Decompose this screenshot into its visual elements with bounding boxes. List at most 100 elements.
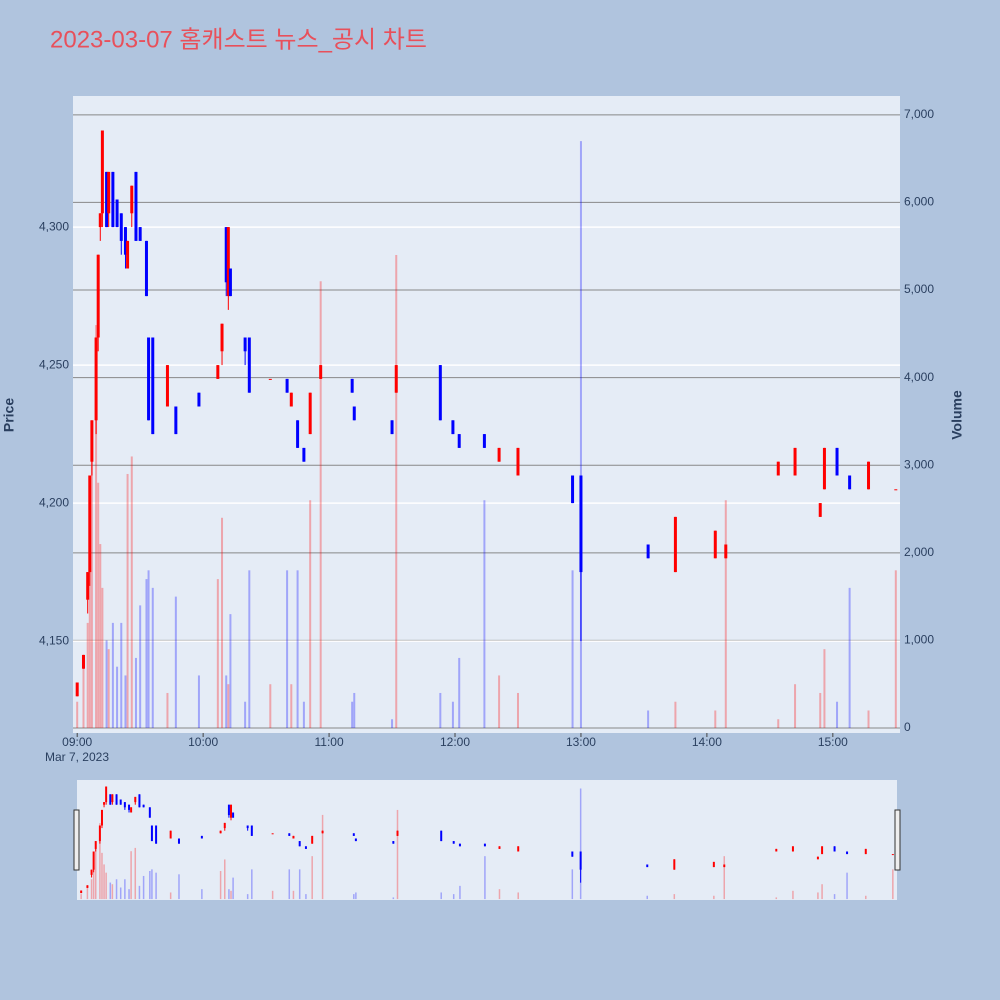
candle-body xyxy=(285,378,289,393)
candle-body xyxy=(103,802,106,805)
volume-bar xyxy=(227,684,230,729)
candle-body xyxy=(144,240,148,297)
candle-body xyxy=(516,447,520,476)
volume-bar xyxy=(76,701,79,729)
candle-body xyxy=(90,869,93,875)
candle-body xyxy=(458,843,461,847)
slider-handle[interactable] xyxy=(73,809,80,871)
candle-body xyxy=(319,365,323,379)
volume-bar xyxy=(99,823,101,900)
volume-bar xyxy=(290,684,293,729)
x-tick-label: 10:00 xyxy=(188,735,218,749)
volume-bar xyxy=(452,894,455,900)
y2-tick-label: 6,000 xyxy=(904,195,934,209)
volume-bar xyxy=(109,882,112,900)
candle-body xyxy=(200,835,203,839)
candle-body xyxy=(223,822,226,829)
volume-bar xyxy=(353,894,355,900)
candle-body xyxy=(673,859,676,870)
volume-bar xyxy=(353,692,356,729)
candle-body xyxy=(350,378,354,393)
volume-bar xyxy=(147,570,150,729)
volume-bar xyxy=(111,622,114,729)
candle-body xyxy=(835,447,839,476)
candle-body xyxy=(392,841,395,844)
candle-body xyxy=(292,835,295,839)
candle-body xyxy=(311,835,314,844)
volume-bar xyxy=(225,675,228,729)
volume-bar xyxy=(107,649,110,729)
volume-bar xyxy=(103,864,105,900)
candle-body xyxy=(724,544,728,559)
candle-body xyxy=(228,268,232,297)
candle-body xyxy=(452,841,455,844)
volume-bar xyxy=(794,684,797,729)
volume-bar xyxy=(392,897,395,900)
x-tick-label: 13:00 xyxy=(566,735,596,749)
volume-bar xyxy=(115,879,118,900)
candle-body xyxy=(75,682,79,697)
volume-bar xyxy=(142,875,145,900)
y2-tick-label: 0 xyxy=(904,720,911,734)
y2-tick-label: 7,000 xyxy=(904,107,934,121)
candle-body xyxy=(197,392,201,407)
volume-bar xyxy=(516,692,519,729)
volume-bar xyxy=(90,421,93,729)
volume-bar xyxy=(134,657,137,729)
candle-body xyxy=(816,856,819,860)
candle-body xyxy=(483,843,486,847)
candle-body xyxy=(119,213,123,241)
volume-bar xyxy=(130,456,133,729)
volume-bar xyxy=(846,872,848,900)
volume-bar xyxy=(833,894,836,900)
candle-body xyxy=(86,885,89,888)
candle-body xyxy=(438,365,442,421)
y2-tick-label: 5,000 xyxy=(904,282,934,296)
volume-bar xyxy=(892,869,894,900)
candle-body xyxy=(775,848,778,852)
range-slider[interactable] xyxy=(77,780,897,900)
volume-bar xyxy=(92,857,95,900)
volume-bar xyxy=(792,890,794,900)
volume-bar xyxy=(269,684,272,729)
volume-bar xyxy=(319,281,322,729)
candle-body xyxy=(134,171,138,241)
volume-bar xyxy=(166,692,169,729)
candle-body xyxy=(227,804,230,816)
volume-bar xyxy=(130,851,132,900)
volume-bar xyxy=(724,500,727,729)
candle-body xyxy=(123,227,127,255)
volume-bar xyxy=(673,894,676,900)
candle-body xyxy=(451,420,455,435)
volume-bar xyxy=(94,841,97,900)
x-date-label: Mar 7, 2023 xyxy=(45,750,109,764)
volume-bar xyxy=(232,877,234,900)
volume-bar xyxy=(714,710,717,729)
candle-body xyxy=(457,434,461,448)
volume-bar xyxy=(221,517,224,729)
volume-bar xyxy=(134,847,137,900)
volume-bar xyxy=(139,605,142,729)
volume-bar xyxy=(82,657,85,729)
candle-body xyxy=(100,130,104,214)
y-tick-label: 4,250 xyxy=(39,357,69,371)
candle-body xyxy=(833,846,836,852)
candle-body xyxy=(126,240,130,269)
candle-body xyxy=(115,794,118,805)
candle-body xyxy=(791,846,794,852)
volume-bar xyxy=(244,701,247,729)
candle-body xyxy=(150,825,153,842)
x-tick-label: 15:00 xyxy=(818,735,848,749)
candle-body xyxy=(864,848,867,855)
candle-body xyxy=(579,851,582,870)
candle-body xyxy=(232,812,235,818)
slider-handle[interactable] xyxy=(894,809,901,871)
volume-bar xyxy=(647,710,650,729)
volume-bar xyxy=(197,675,200,729)
volume-bar xyxy=(498,675,501,729)
candle-body xyxy=(134,796,137,803)
candle-body xyxy=(308,392,312,435)
volume-bar xyxy=(178,874,180,900)
y2-tick-label: 4,000 xyxy=(904,370,934,384)
volume-bar xyxy=(149,871,151,900)
